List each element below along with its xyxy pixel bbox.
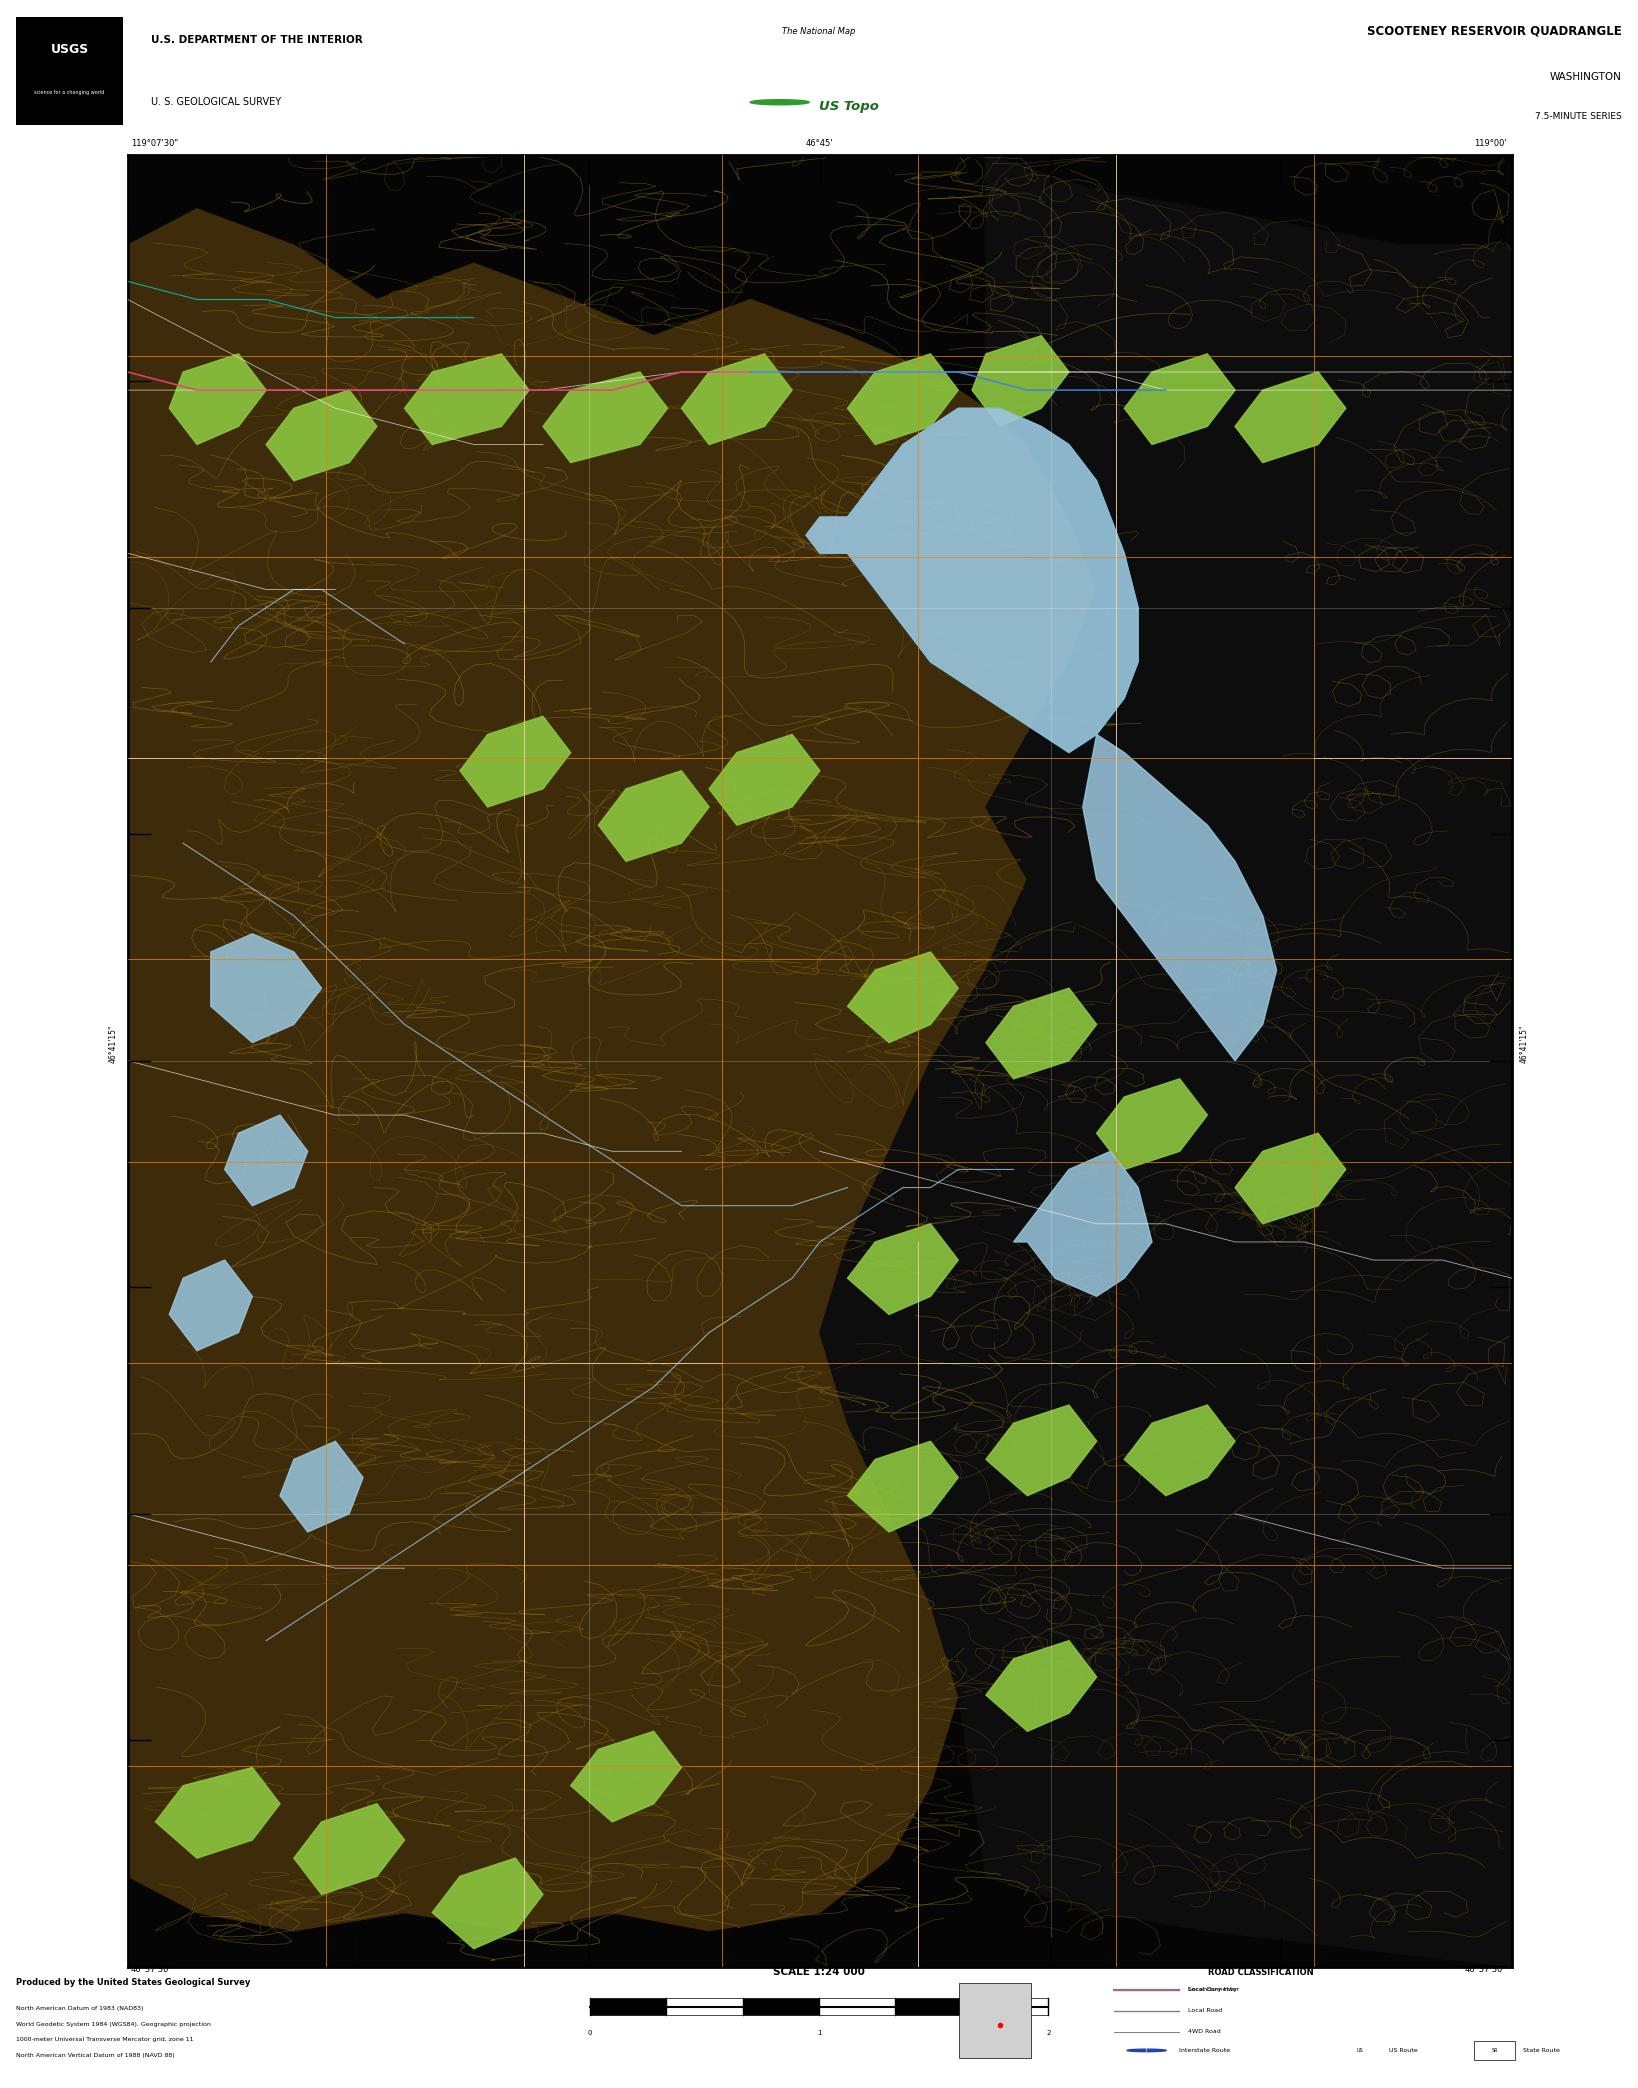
Text: Local Connector: Local Connector bbox=[1188, 1988, 1238, 1992]
Polygon shape bbox=[265, 390, 377, 480]
Text: North American Vertical Datum of 1988 (NAVD 88): North American Vertical Datum of 1988 (N… bbox=[16, 2053, 175, 2059]
Polygon shape bbox=[542, 372, 668, 464]
Polygon shape bbox=[847, 952, 958, 1042]
Polygon shape bbox=[1083, 735, 1276, 1061]
Polygon shape bbox=[156, 1769, 280, 1858]
Polygon shape bbox=[1235, 372, 1346, 464]
Polygon shape bbox=[224, 1115, 308, 1205]
Text: US: US bbox=[1356, 2048, 1363, 2053]
Text: SCOOTENEY RESERVOIR QUADRANGLE: SCOOTENEY RESERVOIR QUADRANGLE bbox=[1366, 25, 1622, 38]
Text: The National Map: The National Map bbox=[783, 27, 855, 35]
Polygon shape bbox=[709, 735, 819, 825]
Polygon shape bbox=[1235, 1134, 1346, 1224]
Bar bbox=[819, 1998, 896, 2015]
Bar bbox=[896, 1998, 971, 2015]
Bar bbox=[971, 1998, 1048, 2015]
Polygon shape bbox=[432, 1858, 542, 1948]
Polygon shape bbox=[847, 353, 958, 445]
Polygon shape bbox=[986, 988, 1096, 1079]
Text: SR: SR bbox=[1492, 2048, 1497, 2053]
Text: 119°00': 119°00' bbox=[1474, 140, 1507, 148]
Polygon shape bbox=[847, 1224, 958, 1315]
Text: U.S. DEPARTMENT OF THE INTERIOR: U.S. DEPARTMENT OF THE INTERIOR bbox=[151, 35, 362, 44]
Text: 2: 2 bbox=[1047, 2030, 1050, 2036]
Polygon shape bbox=[598, 770, 709, 862]
Polygon shape bbox=[986, 1641, 1096, 1731]
Text: science for a changing world: science for a changing world bbox=[34, 90, 105, 96]
Polygon shape bbox=[570, 1731, 681, 1823]
Text: World Geodetic System 1984 (WGS84). Geographic projection: World Geodetic System 1984 (WGS84). Geog… bbox=[16, 2021, 211, 2027]
Text: 119°07'30": 119°07'30" bbox=[131, 140, 179, 148]
Circle shape bbox=[1127, 2048, 1166, 2053]
Bar bbox=[742, 1998, 819, 2015]
Text: US Topo: US Topo bbox=[819, 100, 880, 113]
Polygon shape bbox=[1124, 353, 1235, 445]
Circle shape bbox=[1340, 2048, 1379, 2053]
Text: ROAD CLASSIFICATION: ROAD CLASSIFICATION bbox=[1209, 1967, 1314, 1977]
Circle shape bbox=[750, 100, 809, 104]
Polygon shape bbox=[128, 209, 1096, 1931]
Text: Secondary Hwy: Secondary Hwy bbox=[1188, 1988, 1237, 1992]
Text: USGS: USGS bbox=[51, 42, 88, 56]
Bar bbox=[960, 1984, 1032, 2059]
Polygon shape bbox=[293, 1804, 405, 1894]
Text: North American Datum of 1983 (NAD83): North American Datum of 1983 (NAD83) bbox=[16, 2007, 144, 2011]
Text: 1: 1 bbox=[817, 2030, 821, 2036]
Text: Produced by the United States Geological Survey: Produced by the United States Geological… bbox=[16, 1977, 251, 1988]
Text: 0: 0 bbox=[588, 2030, 591, 2036]
Polygon shape bbox=[806, 409, 1138, 752]
Text: 7.5-MINUTE SERIES: 7.5-MINUTE SERIES bbox=[1535, 113, 1622, 121]
Polygon shape bbox=[986, 1405, 1096, 1495]
Polygon shape bbox=[847, 1441, 958, 1533]
Polygon shape bbox=[971, 336, 1070, 426]
Bar bbox=[667, 1998, 742, 2015]
Text: US Route: US Route bbox=[1389, 2048, 1417, 2053]
Bar bbox=[1474, 2042, 1515, 2059]
Polygon shape bbox=[681, 353, 793, 445]
Text: 46°45': 46°45' bbox=[806, 140, 832, 148]
Polygon shape bbox=[460, 716, 570, 806]
Polygon shape bbox=[1124, 1405, 1235, 1495]
Polygon shape bbox=[405, 353, 529, 445]
Text: Interstate Route: Interstate Route bbox=[1179, 2048, 1230, 2053]
Polygon shape bbox=[1096, 1079, 1207, 1169]
Polygon shape bbox=[169, 353, 265, 445]
Polygon shape bbox=[819, 155, 1512, 1967]
Polygon shape bbox=[211, 933, 321, 1042]
Text: State Route: State Route bbox=[1523, 2048, 1561, 2053]
Text: 4WD Road: 4WD Road bbox=[1188, 2030, 1220, 2034]
Text: 46°37'30": 46°37'30" bbox=[1464, 1965, 1507, 1973]
Text: WASHINGTON: WASHINGTON bbox=[1550, 71, 1622, 81]
Polygon shape bbox=[280, 1441, 364, 1533]
Text: Local Road: Local Road bbox=[1188, 2009, 1222, 2013]
Text: 46°41'15": 46°41'15" bbox=[110, 1025, 118, 1063]
Text: 46°41'15": 46°41'15" bbox=[1520, 1025, 1528, 1063]
Text: 1000-meter Universal Transverse Mercator grid, zone 11: 1000-meter Universal Transverse Mercator… bbox=[16, 2038, 193, 2042]
Polygon shape bbox=[169, 1259, 252, 1351]
Text: SCALE 1:24 000: SCALE 1:24 000 bbox=[773, 1967, 865, 1977]
Bar bbox=[590, 1998, 667, 2015]
Text: U. S. GEOLOGICAL SURVEY: U. S. GEOLOGICAL SURVEY bbox=[151, 98, 280, 106]
Text: 46°37'30": 46°37'30" bbox=[131, 1965, 174, 1973]
Polygon shape bbox=[1014, 1150, 1152, 1297]
